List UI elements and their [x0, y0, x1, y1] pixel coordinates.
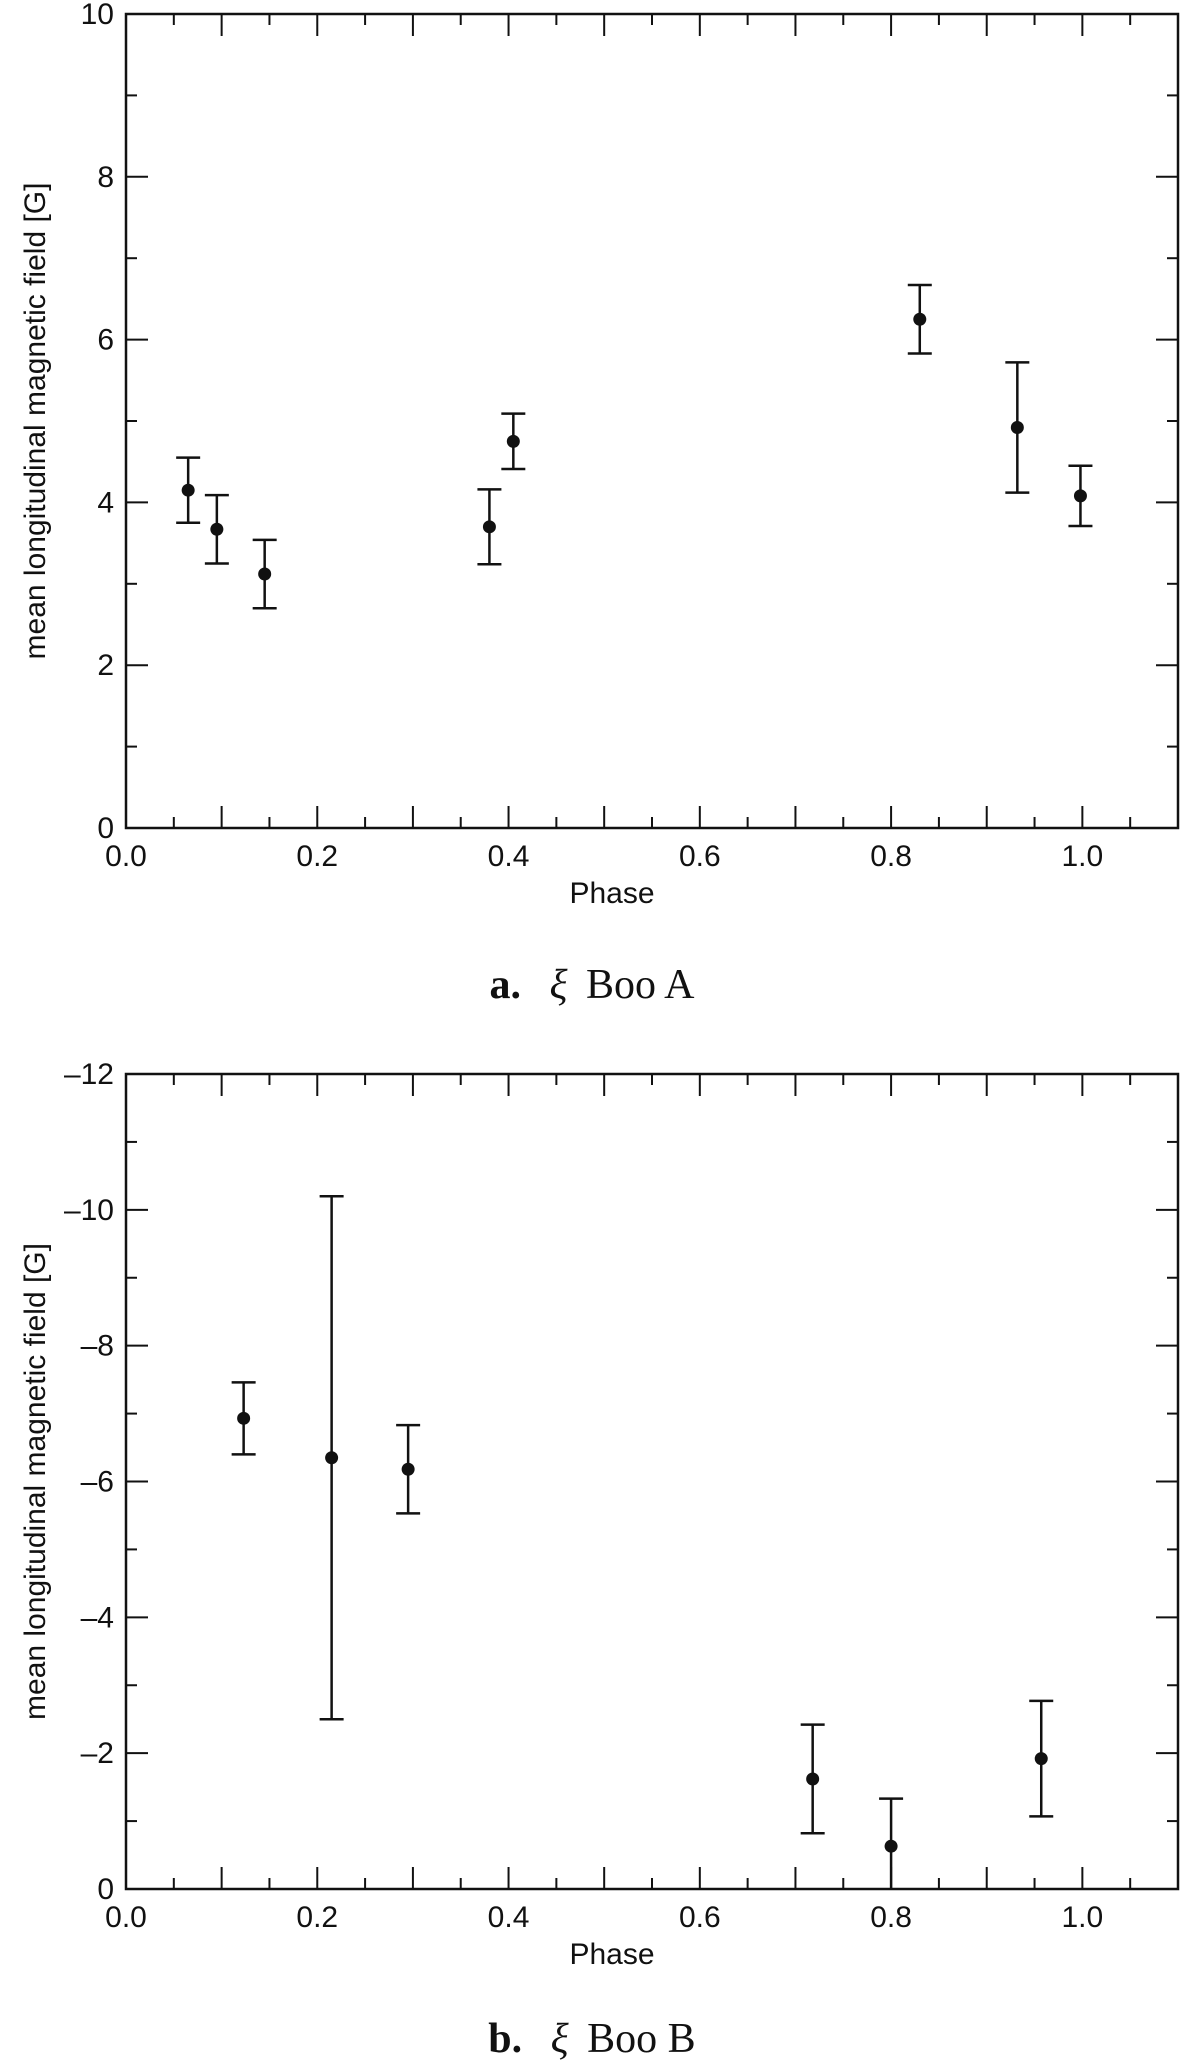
data-point — [477, 488, 502, 566]
x-tick-label: 0.2 — [296, 1901, 338, 1934]
data-point — [1068, 464, 1093, 528]
plot-frame-b — [124, 1072, 1180, 1891]
data-point — [800, 1723, 825, 1835]
y-axis-label-a: mean longitudinal magnetic field [G] — [19, 183, 52, 660]
x-tick-label: 0.6 — [679, 1901, 721, 1934]
point-marker — [806, 1772, 820, 1786]
data-point — [204, 493, 229, 565]
x-tick-label: 0.6 — [679, 840, 721, 873]
caption-letter-a: a. — [489, 962, 521, 1008]
y-tick-label: 10 — [81, 0, 114, 31]
data-point — [1005, 361, 1030, 494]
point-marker — [401, 1462, 415, 1476]
y-tick-label: 4 — [97, 486, 114, 519]
y-tick-label: 8 — [97, 161, 114, 194]
x-axis-label-a: Phase — [569, 877, 654, 910]
point-marker — [258, 567, 272, 581]
point-marker — [325, 1451, 339, 1465]
point-marker — [181, 483, 195, 497]
point-marker — [1010, 421, 1024, 435]
ticks-a: 0.0 0.2 0.4 0.6 0.8 1.0 0 2 4 6 8 10 — [81, 0, 1179, 873]
point-marker — [1034, 1752, 1048, 1766]
data-marks-a — [176, 283, 1093, 610]
data-marks-b — [231, 1195, 1054, 1889]
y-tick-label: –12 — [64, 1058, 114, 1091]
x-axis-label-b: Phase — [569, 1938, 654, 1971]
x-tick-label: 0.8 — [870, 1901, 912, 1934]
caption-b: b. ξ Boo B — [488, 2016, 695, 2062]
y-tick-label: 0 — [97, 1873, 114, 1906]
y-axis-label-b: mean longitudinal magnetic field [G] — [19, 1243, 52, 1720]
point-marker — [482, 520, 496, 534]
x-tick-label: 1.0 — [1062, 1901, 1104, 1934]
ticks-b: 0.0 0.2 0.4 0.6 0.8 1.0 0 –2 –4 –6 –8 –10 –12 — [64, 1058, 1179, 1934]
point-marker — [506, 434, 520, 448]
x-tick-label: 0.2 — [296, 840, 338, 873]
point-marker — [913, 312, 927, 326]
y-tick-label: 0 — [97, 812, 114, 845]
caption-text-b: Boo B — [587, 2016, 696, 2062]
data-point — [501, 412, 526, 471]
x-tick-label: 0.8 — [870, 840, 912, 873]
data-point — [319, 1195, 344, 1721]
caption-a: a. ξ Boo A — [489, 962, 695, 1008]
y-tick-label: –8 — [81, 1330, 114, 1363]
y-tick-label: –4 — [81, 1601, 114, 1634]
data-point — [396, 1423, 421, 1515]
data-point — [252, 538, 277, 610]
plot-frame-a — [124, 12, 1180, 830]
x-tick-label: 0.4 — [488, 1901, 530, 1934]
caption-letter-b: b. — [488, 2016, 522, 2062]
point-marker — [1073, 489, 1087, 503]
y-tick-label: –2 — [81, 1737, 114, 1770]
y-tick-label: –10 — [64, 1194, 114, 1227]
panel-b: 0.0 0.2 0.4 0.6 0.8 1.00–2–4–6–8–10–12 Phase … — [19, 1058, 1180, 2062]
y-tick-label: –6 — [81, 1466, 114, 1499]
y-tick-label: 6 — [97, 324, 114, 357]
caption-symbol-a: ξ — [549, 962, 567, 1008]
point-marker — [884, 1839, 898, 1853]
panel-a: 0.0 0.2 0.4 0.6 0.8 1.0 0 2 4 6 8 10 Phase mean lon… — [19, 0, 1180, 1008]
data-point — [231, 1381, 256, 1456]
data-point — [1029, 1699, 1054, 1818]
x-tick-label: 0.0 — [105, 1901, 147, 1934]
caption-text-a: Boo A — [586, 962, 695, 1008]
point-marker — [237, 1411, 251, 1425]
x-tick-label: 1.0 — [1062, 840, 1104, 873]
x-tick-label: 0.4 — [488, 840, 530, 873]
data-point — [907, 283, 932, 355]
x-tick-label: 0.0 — [105, 840, 147, 873]
y-tick-label: 2 — [97, 649, 114, 682]
data-point — [176, 456, 201, 524]
data-point — [879, 1797, 904, 1889]
point-marker — [210, 522, 224, 536]
caption-symbol-b: ξ — [551, 2016, 569, 2062]
